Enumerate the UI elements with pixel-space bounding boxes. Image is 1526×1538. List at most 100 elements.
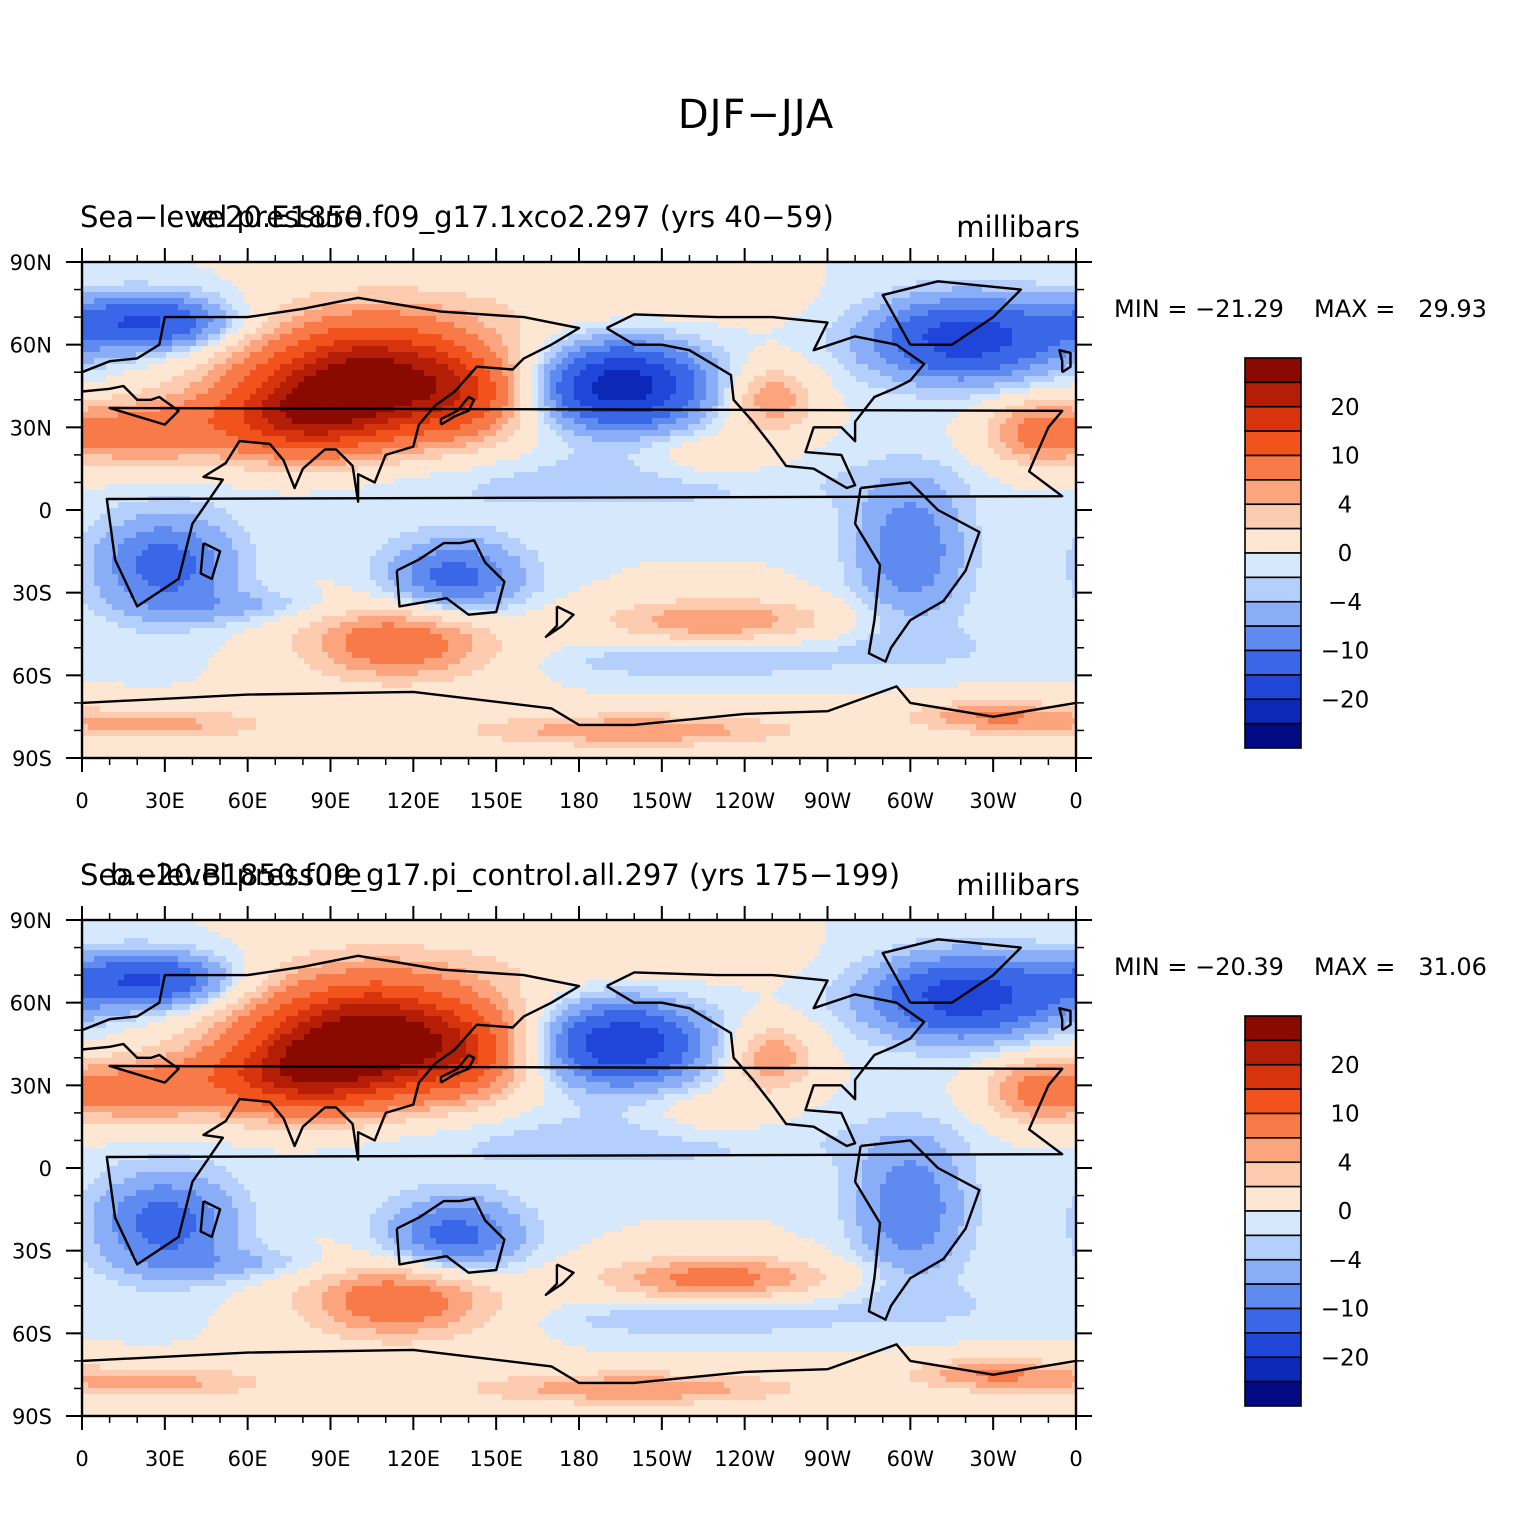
field-cell (574, 352, 581, 359)
field-cell (328, 364, 335, 371)
field-cell (268, 340, 275, 347)
field-cell (796, 388, 803, 395)
field-cell (640, 340, 647, 347)
field-cell (316, 418, 323, 425)
field-cell (130, 274, 137, 281)
field-cell (748, 424, 755, 431)
field-cell (1030, 274, 1037, 281)
field-cell (652, 400, 659, 407)
field-cell (1018, 406, 1025, 413)
field-cell (238, 376, 245, 383)
field-cell (1018, 346, 1025, 353)
field-cell (346, 286, 353, 293)
field-cell (400, 346, 407, 353)
field-cell (424, 418, 431, 425)
field-cell (628, 436, 635, 443)
field-cell (808, 280, 815, 287)
field-cell (478, 424, 485, 431)
field-cell (544, 286, 551, 293)
field-cell (454, 394, 461, 401)
field-cell (310, 298, 317, 305)
field-cell (304, 340, 311, 347)
field-cell (964, 382, 971, 389)
field-cell (262, 424, 269, 431)
field-cell (658, 370, 665, 377)
field-cell (364, 310, 371, 317)
field-cell (544, 346, 551, 353)
field-cell (556, 352, 563, 359)
field-cell (112, 328, 119, 335)
field-cell (220, 400, 227, 407)
field-cell (244, 382, 251, 389)
field-cell (400, 364, 407, 371)
field-cell (478, 436, 485, 443)
field-cell (550, 310, 557, 317)
field-cell (628, 364, 635, 371)
field-cell (868, 394, 875, 401)
field-cell (514, 322, 521, 329)
field-cell (520, 388, 527, 395)
field-cell (136, 430, 143, 437)
field-cell (850, 370, 857, 377)
field-cell (514, 346, 521, 353)
field-cell (400, 370, 407, 377)
field-cell (298, 340, 305, 347)
field-cell (496, 382, 503, 389)
field-cell (118, 400, 125, 407)
field-cell (532, 280, 539, 287)
field-cell (700, 310, 707, 317)
field-cell (988, 322, 995, 329)
field-cell (634, 376, 641, 383)
field-cell (922, 304, 929, 311)
field-cell (856, 388, 863, 395)
field-cell (514, 310, 521, 317)
field-cell (400, 358, 407, 365)
field-cell (94, 274, 101, 281)
field-cell (388, 394, 395, 401)
field-cell (82, 412, 89, 419)
field-cell (718, 424, 725, 431)
field-cell (352, 430, 359, 437)
field-cell (604, 268, 611, 275)
field-cell (310, 430, 317, 437)
field-cell (286, 418, 293, 425)
field-cell (358, 322, 365, 329)
field-cell (502, 298, 509, 305)
field-cell (340, 364, 347, 371)
field-cell (934, 322, 941, 329)
field-cell (406, 292, 413, 299)
field-cell (700, 322, 707, 329)
field-cell (808, 436, 815, 443)
field-cell (856, 340, 863, 347)
field-cell (280, 304, 287, 311)
field-cell (508, 262, 515, 269)
field-cell (766, 358, 773, 365)
field-cell (784, 358, 791, 365)
field-cell (562, 370, 569, 377)
field-cell (700, 424, 707, 431)
field-cell (640, 310, 647, 317)
field-cell (520, 298, 527, 305)
field-cell (286, 424, 293, 431)
field-cell (772, 376, 779, 383)
field-cell (826, 286, 833, 293)
field-cell (256, 334, 263, 341)
field-cell (226, 274, 233, 281)
field-cell (844, 292, 851, 299)
field-cell (700, 274, 707, 281)
field-cell (628, 358, 635, 365)
field-cell (1054, 370, 1061, 377)
field-cell (418, 286, 425, 293)
field-cell (88, 418, 95, 425)
field-cell (946, 412, 953, 419)
field-cell (190, 316, 197, 323)
field-cell (856, 358, 863, 365)
field-cell (1024, 298, 1031, 305)
field-cell (970, 322, 977, 329)
field-cell (598, 262, 605, 269)
field-cell (142, 364, 149, 371)
field-cell (274, 364, 281, 371)
field-cell (1048, 274, 1055, 281)
field-cell (808, 376, 815, 383)
field-cell (982, 358, 989, 365)
